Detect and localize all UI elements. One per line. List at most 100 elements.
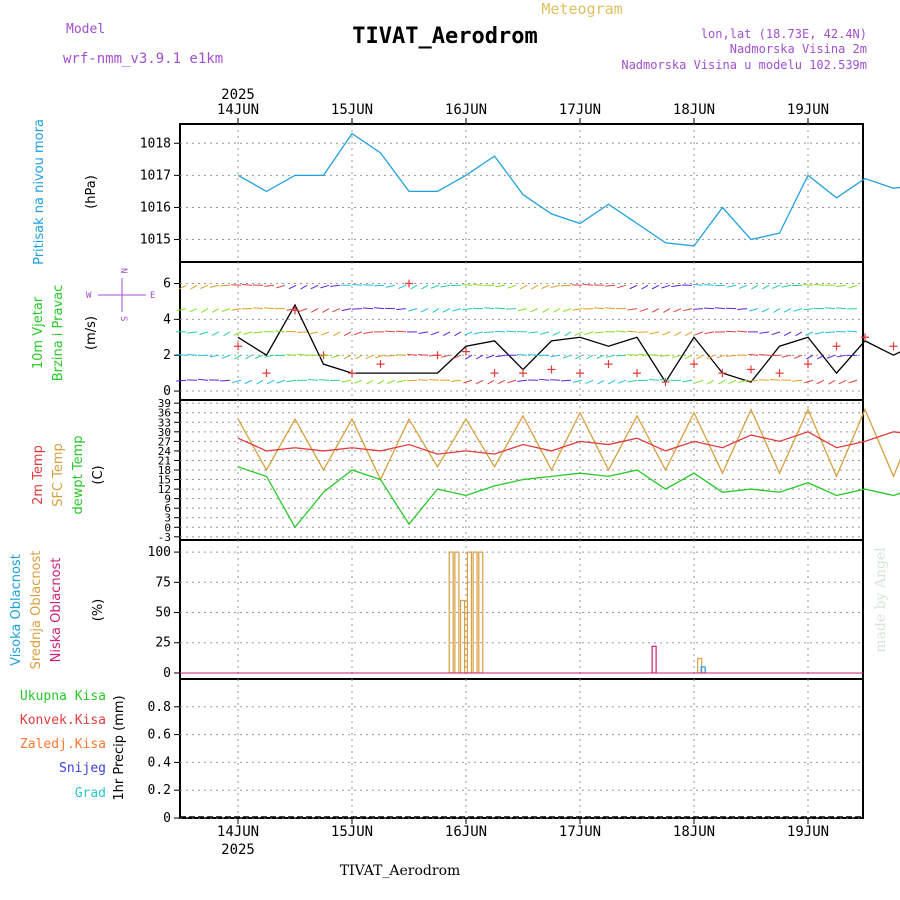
wind-arrow: [286, 354, 297, 356]
wind-arrow: [783, 308, 792, 313]
wind-arrow: [487, 379, 495, 385]
wind-arrow: [704, 331, 715, 335]
chart-title: TIVAT_Aerodrom: [352, 24, 537, 49]
wind-arrow: [783, 331, 792, 336]
wind-arrow: [706, 379, 715, 385]
wind-arrow: [297, 331, 308, 334]
wind-arrow: [473, 331, 484, 335]
wind-arrow: [418, 331, 429, 334]
plot-area: 14JUN 14JUN 15JUN 15JUN 16JUN 16JUN 17JUN 17JUN…: [140, 102, 900, 840]
wind-arrow: [671, 284, 682, 288]
panel-frame: [179, 261, 864, 401]
day-label-bottom: 16JUN: [445, 824, 487, 840]
wind-arrow: [826, 354, 836, 359]
panel-frame: [179, 678, 864, 819]
wind-arrow: [661, 284, 671, 289]
y-tick-label: 1017: [140, 168, 171, 183]
wind-arrow: [330, 284, 341, 287]
wind-arrow: [286, 330, 297, 333]
wind-arrow: [836, 307, 847, 310]
wind-arrow: [440, 354, 451, 358]
wind-arrow: [759, 331, 770, 334]
wind-arrow: [553, 308, 561, 313]
gust-mark: [291, 306, 299, 315]
wind-arrow: [233, 331, 242, 336]
wind-arrow: [311, 308, 319, 313]
wind-arrow: [848, 379, 858, 384]
meteogram-label: Meteogram: [541, 0, 622, 18]
wind-arrow: [453, 354, 462, 359]
wind-arrow: [836, 284, 847, 288]
wind-arrow: [672, 354, 682, 359]
cloud-unit: (%): [91, 599, 106, 622]
wind-arrow: [781, 354, 792, 358]
y-tick-label: 4: [163, 312, 171, 327]
wind-arrow: [706, 354, 715, 360]
wind-arrow: [495, 307, 506, 310]
wind-arrow: [308, 379, 319, 381]
wind-arrow: [396, 379, 407, 383]
wind-arrow: [220, 284, 231, 287]
wind-arrow: [322, 308, 330, 313]
y-tick-label: 12: [158, 483, 171, 496]
wind-arrow: [385, 330, 396, 333]
y-tick-label: 18: [158, 464, 171, 477]
wind-arrow: [627, 354, 638, 356]
model-name: wrf-nmm_v3.9.1 e1km: [63, 51, 223, 67]
wind-arrow: [814, 283, 825, 286]
wind-arrow: [297, 353, 308, 356]
gust-mark: [376, 360, 385, 369]
wind-arrow: [430, 331, 440, 336]
cloud-bar: [700, 666, 706, 674]
wind-arrow: [737, 379, 748, 383]
day-label-top: 17JUN: [559, 102, 601, 118]
wind-arrow: [396, 308, 407, 311]
wind-arrow: [352, 283, 363, 286]
wind-arrow: [704, 284, 715, 286]
wind-arrow: [176, 353, 187, 356]
wind-arrow: [605, 354, 616, 358]
y-tick-label: 100: [148, 545, 171, 560]
wind-arrow: [597, 379, 605, 385]
y-tick-label: 6: [164, 502, 171, 515]
y-tick-label: -3: [158, 531, 171, 544]
wind-arrow: [374, 284, 385, 287]
wind-arrow: [673, 308, 682, 313]
wind-arrow: [803, 284, 814, 286]
dewpt-line: [237, 466, 900, 529]
wind-arrow: [454, 331, 462, 337]
wind-arrow: [660, 354, 671, 357]
wind-arrow: [408, 308, 418, 312]
precip-ylabel: 1hr Precip (mm): [112, 695, 127, 800]
temp-2m-line: [237, 431, 900, 455]
wind-arrow: [253, 331, 264, 334]
wind-arrow: [475, 379, 484, 385]
wind-arrow: [341, 379, 352, 383]
wind-arrow: [421, 284, 429, 290]
day-label-bottom: 14JUN: [217, 824, 259, 840]
wind-arrow: [221, 354, 231, 359]
wind-arrow: [420, 308, 429, 313]
gust-mark: [604, 360, 613, 369]
wind-ylabel-2: Brzina i Pravac: [51, 285, 66, 382]
y-tick-label: 0.4: [148, 755, 172, 770]
wind-arrow: [300, 284, 308, 290]
wind-arrow: [276, 379, 286, 384]
wind-arrow: [374, 307, 385, 310]
day-label-top: 19JUN: [787, 102, 829, 118]
wind-arrow: [682, 379, 693, 383]
y-tick-label: 50: [155, 606, 171, 621]
wind-arrow: [209, 354, 220, 358]
wind-arrow: [814, 331, 825, 335]
wind-arrow: [286, 308, 297, 311]
wind-arrow: [211, 331, 220, 336]
wind-arrow: [220, 379, 231, 382]
wind-arrow: [684, 354, 693, 360]
panel-frame: [179, 539, 864, 680]
y-tick-label: 15: [158, 474, 171, 487]
wind-arrow: [550, 284, 561, 288]
wind-arrow: [751, 284, 759, 290]
y-tick-label: 0: [163, 811, 171, 826]
wind-arrow: [762, 284, 770, 290]
wind-arrow: [825, 331, 836, 334]
